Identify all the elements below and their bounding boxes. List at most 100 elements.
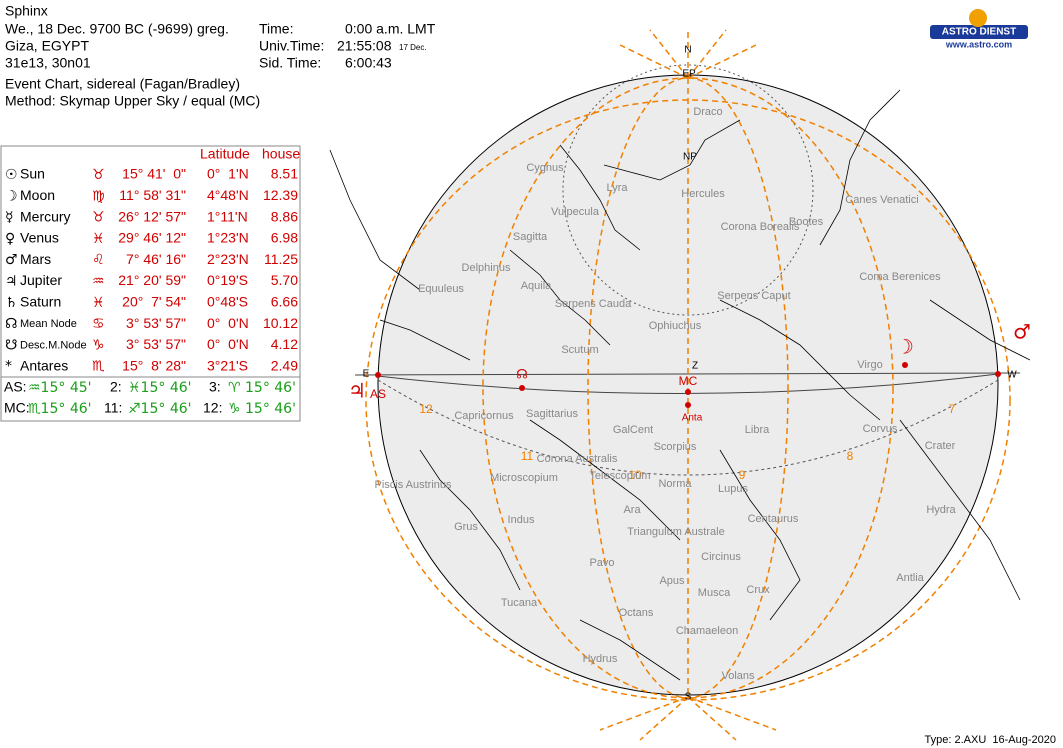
planet-symbol: ☊ bbox=[5, 316, 17, 332]
constellation-label: Corona Australis bbox=[537, 453, 618, 465]
constellation-label: Sagitta bbox=[513, 231, 548, 243]
latitude: 0°48'S bbox=[207, 294, 248, 310]
house-number: 7 bbox=[949, 402, 956, 416]
planet-symbol: ♂ bbox=[5, 252, 18, 268]
constellation-label: Scorpius bbox=[654, 441, 697, 453]
position: 7° 46' 16" bbox=[126, 251, 186, 267]
planet-glyph: ♂ bbox=[1013, 320, 1031, 344]
col-header: house bbox=[262, 146, 300, 162]
compass-label: E bbox=[363, 369, 370, 380]
sign: ♉ bbox=[92, 167, 105, 183]
house-label: 12: bbox=[203, 400, 222, 416]
logo bbox=[930, 9, 1028, 39]
planet-name: Sun bbox=[20, 166, 45, 182]
position: 15° 41' 0" bbox=[122, 166, 186, 182]
house-label: 2: bbox=[110, 379, 122, 395]
constellation-label: Cygnus bbox=[526, 162, 564, 174]
house: 8.86 bbox=[271, 208, 298, 224]
planet-symbol: ☿ bbox=[5, 210, 14, 226]
house-number: 11 bbox=[521, 449, 534, 463]
constellation-label: Serpens Cauda bbox=[555, 298, 632, 310]
house-number: 9 bbox=[739, 468, 746, 482]
coords: 31e13, 30n01 bbox=[5, 55, 91, 71]
planet-name: Saturn bbox=[20, 294, 61, 310]
constellation-label: Chamaeleon bbox=[676, 625, 738, 637]
sign: ♉ bbox=[92, 210, 105, 226]
house: 11.25 bbox=[264, 251, 298, 267]
constellation-label: Serpens Caput bbox=[717, 290, 790, 302]
latitude: 3°21'S bbox=[207, 357, 248, 373]
constellation-label: Crater bbox=[925, 440, 956, 452]
planet-glyph: ☽ bbox=[896, 335, 914, 359]
planet-symbol: ♄ bbox=[5, 295, 18, 311]
position: 3° 53' 57" bbox=[126, 336, 186, 352]
constellation-label: Libra bbox=[745, 424, 770, 436]
place: Giza, EGYPT bbox=[5, 38, 89, 54]
sign: ♏ bbox=[92, 359, 105, 375]
position: 21° 20' 59" bbox=[118, 272, 186, 288]
position: 20° 7' 54" bbox=[122, 294, 186, 310]
constellation-label: Draco bbox=[693, 106, 722, 118]
sign: ♍ bbox=[92, 188, 105, 204]
position: 3° 53' 57" bbox=[126, 315, 186, 331]
constellation-label: Crux bbox=[746, 584, 770, 596]
constellation-label: Circinus bbox=[701, 551, 741, 563]
house: 6.98 bbox=[271, 230, 298, 246]
position: 15° 8' 28" bbox=[122, 357, 186, 373]
position: 11° 58' 31" bbox=[119, 187, 186, 203]
planet-name: Mercury bbox=[20, 208, 71, 224]
latitude: 0° 0'N bbox=[207, 315, 249, 331]
planet-symbol: ☉ bbox=[5, 167, 18, 183]
house-value: ♓15° 46' bbox=[128, 380, 191, 396]
compass-label: NP bbox=[683, 152, 697, 163]
house-value: ♐15° 46' bbox=[128, 401, 191, 417]
constellation-label: Microscopium bbox=[490, 472, 558, 484]
constellation-label: Hydrus bbox=[583, 653, 618, 665]
compass-label: Z bbox=[692, 361, 698, 372]
constellation-label: Hercules bbox=[681, 188, 725, 200]
marker-label: AS bbox=[370, 387, 386, 401]
constellation-label: GalCent bbox=[613, 424, 653, 436]
house: 5.70 bbox=[271, 272, 298, 288]
compass-label: N bbox=[684, 45, 691, 56]
house-label: 11: bbox=[104, 400, 122, 416]
planet-symbol: ♀ bbox=[5, 231, 15, 247]
constellation-label: Corona Borealis bbox=[721, 221, 800, 233]
sign: ♑ bbox=[92, 337, 105, 353]
constellation-label: Delphinus bbox=[462, 262, 511, 274]
latitude: 1°11'N bbox=[207, 208, 248, 224]
constellation-label: Aquila bbox=[521, 280, 552, 292]
date: We., 18 Dec. 9700 BC (-9699) greg. bbox=[5, 21, 229, 37]
planet-symbol: ♃ bbox=[5, 274, 18, 290]
marker-label: Anta bbox=[682, 413, 703, 424]
compass-label: EP bbox=[682, 69, 696, 80]
sign: ♒ bbox=[92, 274, 105, 290]
constellation-label: Pavo bbox=[589, 557, 614, 569]
sign: ♌ bbox=[92, 252, 105, 268]
position: 29° 46' 12" bbox=[118, 230, 186, 246]
constellation-label: Capricornus bbox=[454, 410, 514, 422]
time-label: Univ.Time: bbox=[259, 38, 324, 54]
constellation-label: Ara bbox=[623, 504, 641, 516]
constellation-label: Virgo bbox=[857, 359, 882, 371]
planet-name: Venus bbox=[20, 230, 59, 246]
constellation-label: Corvus bbox=[863, 423, 898, 435]
globe bbox=[329, 28, 1031, 741]
planet-name: Mean Node bbox=[20, 318, 77, 330]
constellation-label: Telescopium bbox=[589, 470, 650, 482]
constellation-label: Grus bbox=[454, 521, 478, 533]
house: 10.12 bbox=[263, 315, 298, 331]
marker-label: MC bbox=[679, 374, 698, 388]
house: 4.12 bbox=[271, 336, 298, 352]
planet-glyph: ♃ bbox=[348, 379, 366, 403]
time-value: 0:00 a.m. LMT bbox=[345, 21, 436, 37]
house-label: 3: bbox=[209, 379, 221, 395]
house: 8.51 bbox=[271, 166, 298, 182]
planet-name: Antares bbox=[20, 357, 68, 373]
time-label: Time: bbox=[259, 21, 293, 37]
col-header: Latitude bbox=[200, 146, 250, 162]
house: 12.39 bbox=[263, 187, 298, 203]
planet-name: Mars bbox=[20, 251, 51, 267]
constellation-label: Lyra bbox=[607, 182, 629, 194]
